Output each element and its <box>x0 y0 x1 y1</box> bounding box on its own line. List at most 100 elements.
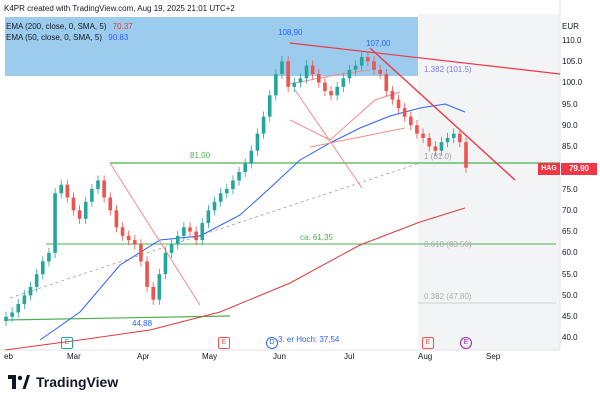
earnings-marker[interactable]: E <box>218 337 230 349</box>
ticker-badge: HAG <box>538 163 560 175</box>
legend-ema200-value: 70.37 <box>112 22 133 31</box>
price-tick: 55.0 <box>562 270 578 279</box>
candle-body <box>261 116 266 134</box>
legend-ema200[interactable]: EMA (200, close, 0, SMA, 5) 70.37 <box>6 22 133 31</box>
candle-body <box>200 223 205 241</box>
candle-body <box>427 137 431 147</box>
tradingview-icon <box>8 375 30 389</box>
candle-body <box>182 227 186 236</box>
dividend-marker[interactable]: D <box>266 337 278 349</box>
ema50-line <box>39 103 466 341</box>
candle-body <box>108 197 113 211</box>
annotation-ca6135: ca. 61,35 <box>300 233 333 242</box>
candle-body <box>390 91 395 100</box>
candle-body <box>59 184 63 194</box>
candle-body <box>341 78 346 87</box>
price-tick: 70.0 <box>562 206 578 215</box>
legend-ema50-value: 90.83 <box>108 33 129 42</box>
candle-body <box>102 180 106 198</box>
candle-body <box>372 61 376 70</box>
candle-body <box>163 252 168 275</box>
downtrend-line-1 <box>289 42 561 75</box>
lightning-marker[interactable]: E <box>460 337 472 349</box>
price-tick: 45.0 <box>562 312 578 321</box>
month-label: eb <box>4 352 13 361</box>
candle-body <box>402 108 407 117</box>
candle-body <box>329 91 333 96</box>
annotation-low: 44,88 <box>132 319 153 328</box>
correction-line <box>109 162 201 306</box>
candle-body <box>90 189 94 202</box>
candle-body <box>274 74 278 96</box>
candle-body <box>28 286 33 296</box>
candle-body <box>243 163 247 172</box>
annotation-fib382: 0.382 (47.80) <box>424 292 472 301</box>
price-tick: 100.0 <box>562 78 583 87</box>
current-price-label: 79.90 <box>561 163 597 175</box>
candle-body <box>10 312 14 317</box>
candle-body <box>409 116 413 126</box>
annotation-fib1382: 1.382 (101.5) <box>424 65 472 74</box>
candle-body <box>71 197 76 211</box>
candle-body <box>47 252 51 262</box>
tradingview-logo[interactable]: TradingView <box>8 374 118 390</box>
price-tick: 50.0 <box>562 291 578 300</box>
candle-body <box>120 227 125 236</box>
candle-body <box>231 180 235 189</box>
candle-body <box>41 261 45 275</box>
candle-body <box>145 261 149 287</box>
candle-body <box>464 142 468 168</box>
candle-body <box>421 133 425 138</box>
price-tick: 110.0 <box>562 36 582 45</box>
candle-body <box>451 133 456 138</box>
candle-body <box>237 171 241 181</box>
future-area <box>418 14 560 350</box>
legend-ema50[interactable]: EMA (50, close, 0, SMA, 5) 90.83 <box>6 33 128 42</box>
month-label: Mar <box>67 352 81 361</box>
candle-body <box>396 99 401 109</box>
axis-currency: EUR <box>562 22 579 31</box>
month-label: Apr <box>137 352 150 361</box>
candle-body <box>151 286 155 300</box>
annotation-support81: 81,00 <box>190 151 211 160</box>
price-tick: 95.0 <box>562 100 578 109</box>
price-tick: 105.0 <box>562 57 583 66</box>
candle-body <box>4 316 8 321</box>
brand-name: TradingView <box>36 374 119 390</box>
annotation-peak1: 108,90 <box>278 28 303 37</box>
candle-body <box>34 274 39 287</box>
annotation-peak2: 107,00 <box>366 39 391 48</box>
candle-body <box>133 240 137 245</box>
candle-body <box>249 150 254 164</box>
month-label: Aug <box>418 352 433 361</box>
annotation-fib618: 0.618 (63.50) <box>424 240 472 249</box>
month-label: May <box>202 352 218 361</box>
candle-body <box>212 201 217 211</box>
candle-body <box>65 184 70 198</box>
price-tick: 40.0 <box>562 333 578 342</box>
price-tick: 60.0 <box>562 248 578 257</box>
candle-body <box>310 65 315 75</box>
candle-body <box>139 244 143 262</box>
earnings-marker[interactable]: E <box>422 337 434 349</box>
candle-body <box>280 61 284 75</box>
candle-body <box>188 227 192 232</box>
price-tick: 90.0 <box>562 121 578 130</box>
price-tick: 75.0 <box>562 185 578 194</box>
pattern-line-3 <box>294 89 363 189</box>
candle-body <box>53 193 57 253</box>
candle-body <box>255 133 260 151</box>
candle-body <box>433 146 438 151</box>
candle-body <box>378 69 382 75</box>
month-label: Jun <box>273 352 286 361</box>
candle-body <box>458 133 462 143</box>
candle-body <box>366 57 370 62</box>
candle-body <box>353 65 358 70</box>
earnings-marker[interactable]: E <box>61 337 73 349</box>
candle-body <box>323 82 327 92</box>
price-tick: 85.0 <box>562 142 578 151</box>
ema200-line <box>4 207 466 351</box>
candle-body <box>439 142 444 151</box>
